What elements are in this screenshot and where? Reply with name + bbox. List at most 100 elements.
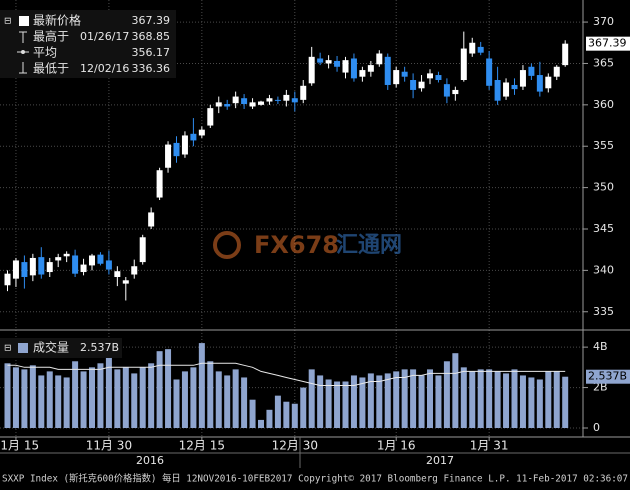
candle-body (72, 255, 79, 274)
candle-body (334, 60, 341, 67)
footer: SXXP Index (斯托克600价格指数) 每日 12NOV2016-10F… (2, 473, 628, 485)
candle-body (486, 58, 493, 86)
x-tick-label: 12月 30 (272, 439, 318, 453)
volume-bar (300, 387, 307, 428)
candle-body (97, 254, 104, 264)
candle-body (283, 94, 290, 101)
volume-bar (460, 367, 467, 428)
legend-icon: ⊟ (4, 344, 12, 354)
volume-bar (486, 369, 493, 428)
candle-body (207, 108, 214, 126)
volume-bar (232, 369, 239, 428)
volume-bar (334, 381, 341, 428)
volume-bar (384, 373, 391, 428)
volume-bar (207, 361, 214, 428)
legend-box (0, 10, 176, 78)
volume-bar (477, 369, 484, 428)
y-tick-label: 335 (593, 305, 614, 318)
candle-body (435, 75, 442, 81)
volume-bar (452, 353, 459, 428)
volume-bar (545, 371, 552, 428)
y-tick-label: 4B (593, 340, 608, 353)
legend-swatch (18, 343, 28, 353)
volume-bar (511, 369, 518, 428)
candle-body (528, 66, 535, 76)
volume-bar (367, 373, 374, 428)
volume-bar (418, 375, 425, 428)
candle-body (148, 212, 155, 227)
volume-bar (317, 375, 324, 428)
candle-body (359, 70, 366, 77)
candle-body (89, 255, 95, 266)
candle-body (241, 98, 248, 105)
volume-bar (469, 371, 476, 428)
volume-bar (114, 369, 121, 428)
volume-bar (528, 377, 535, 428)
volume-bar (325, 379, 332, 428)
legend-icon (19, 16, 29, 26)
volume-bar (105, 355, 112, 428)
x-tick-label: 1月 16 (377, 439, 416, 453)
candle-body (21, 262, 28, 277)
x-tick-label: 11月 30 (86, 439, 132, 453)
volume-bar (241, 377, 248, 428)
candle-body (503, 82, 510, 97)
legend-date: 12/02/16 (80, 62, 129, 75)
candle-body (291, 98, 298, 103)
legend-label: 最低于 (33, 62, 69, 76)
y-tick-label: 345 (593, 222, 614, 235)
candle-body (266, 98, 273, 102)
candle-body (46, 262, 53, 273)
y-tick-label: 0 (593, 421, 600, 434)
candle-body (63, 253, 70, 257)
candle-body (300, 85, 307, 100)
volume-bar (494, 371, 501, 428)
candle-body (536, 75, 543, 92)
legend-label: 平均 (33, 46, 57, 60)
volume-bar (122, 367, 129, 428)
candle-body (553, 66, 560, 77)
legend-date: 01/26/17 (80, 30, 129, 43)
volume-legend: ⊟ 成交量 2.537B (0, 338, 122, 358)
legend-value: 367.39 (132, 14, 171, 27)
candle-body (258, 101, 264, 105)
legend-label: 最高于 (33, 29, 69, 44)
volume-bar (258, 419, 264, 428)
volume-bar (29, 365, 36, 428)
marks-layer (4, 31, 569, 428)
legend-box (0, 338, 122, 358)
y-tick-label: 370 (593, 15, 614, 28)
last-volume-label: 2.537B (588, 370, 627, 383)
price-legend: ⊟ 最新价格 367.39 最高于 01/26/17 368.85 平均 356… (0, 10, 176, 78)
candle-body (477, 46, 484, 53)
candle-body (122, 280, 129, 284)
candle-body (274, 99, 281, 101)
volume-bar (198, 343, 205, 428)
volume-bar (427, 369, 433, 428)
candle-body (410, 80, 417, 90)
candle-body (156, 170, 163, 198)
volume-bar (63, 377, 70, 428)
watermark-logo (213, 231, 241, 259)
y-tick-label: 350 (593, 181, 614, 194)
volume-bar (156, 351, 163, 428)
legend-value: 336.36 (132, 62, 171, 75)
volume-bar (291, 403, 298, 428)
candle-body (511, 84, 518, 90)
volume-bar (536, 379, 543, 428)
volume-bar (38, 375, 45, 428)
volume-bar (12, 367, 19, 428)
candle-body (181, 135, 188, 155)
volume-bar (359, 377, 366, 428)
candle-body (139, 237, 146, 263)
volume-bar (190, 367, 197, 428)
volume-average-line (7, 362, 566, 386)
volume-bar (266, 409, 273, 428)
candle-body (367, 65, 374, 72)
volume-bar (80, 371, 87, 428)
volume-bar (376, 375, 383, 428)
candle-body (376, 53, 383, 65)
y-tick-label: 2B (593, 381, 608, 394)
volume-bar (350, 375, 357, 428)
volume-bar (224, 375, 231, 428)
